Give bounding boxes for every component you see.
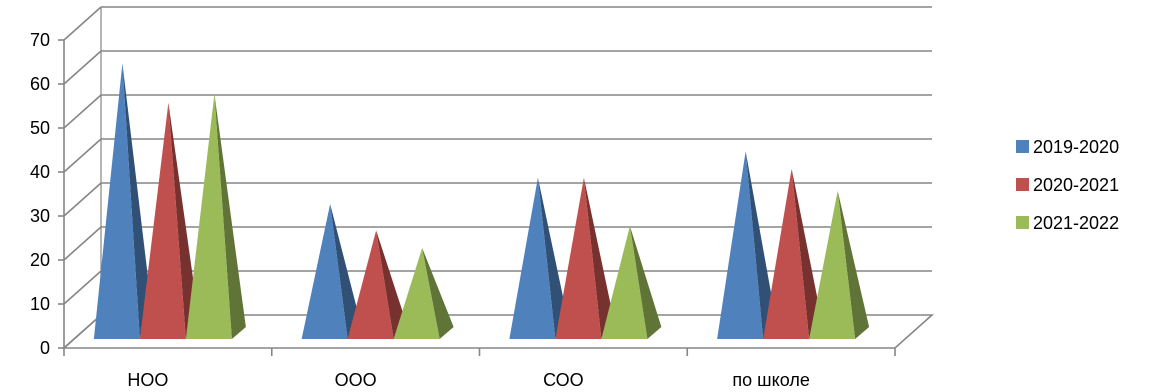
- gridline-side: [63, 94, 102, 129]
- pyramid-side-face: [791, 168, 824, 339]
- pyramid-mark: [347, 230, 408, 339]
- pyramid-front-face: [301, 204, 348, 339]
- gridline-side: [63, 138, 102, 173]
- gridline-side: [63, 314, 102, 349]
- x-category-label: СОО: [543, 370, 584, 390]
- gridline-side: [63, 226, 102, 261]
- pyramid-mark: [185, 94, 246, 339]
- pyramid-mark: [717, 151, 778, 339]
- pyramid-front-face: [763, 168, 810, 339]
- pyramid-side-face: [422, 248, 454, 339]
- pyramid-front-face: [555, 177, 602, 339]
- pyramid-side-face: [376, 230, 408, 339]
- gridline-side: [63, 182, 102, 217]
- pyramid-side-face: [168, 102, 200, 339]
- legend-label: 2020-2021: [1033, 175, 1119, 195]
- pyramid-front-face: [717, 151, 764, 339]
- y-tick-label: 30: [30, 206, 50, 226]
- pyramid-side-face: [214, 94, 246, 339]
- pyramid-front-face: [509, 177, 556, 339]
- x-category-label: по школе: [732, 370, 809, 390]
- x-axis-category-labels: НОО ООО СОО по школе: [127, 370, 809, 390]
- pyramid-mark: [301, 204, 362, 339]
- y-tick-label: 60: [30, 74, 50, 94]
- x-category-label: ООО: [335, 370, 377, 390]
- legend-label: 2019-2020: [1033, 137, 1119, 157]
- pyramid-mark: [393, 248, 454, 339]
- gridline-side: [63, 6, 102, 41]
- pyramid-mark: [139, 102, 200, 339]
- pyramid-side-face: [837, 190, 870, 339]
- pyramid-mark: [809, 190, 870, 339]
- pyramid-front-face: [139, 102, 186, 339]
- pyramid-front-face: [185, 94, 232, 339]
- pyramid-side-face: [583, 177, 616, 339]
- gridline-side: [63, 270, 102, 305]
- pyramid-front-face: [601, 226, 648, 339]
- pyramid-mark: [763, 168, 824, 339]
- pyramid-side-face: [537, 177, 570, 339]
- legend-label: 2021-2022: [1033, 213, 1119, 233]
- pyramid-marks: [93, 63, 870, 339]
- y-axis-tick-labels: 0 10 20 30 40 50 60 70: [30, 30, 50, 358]
- pyramid-mark: [93, 63, 154, 339]
- y-tick-label: 70: [30, 30, 50, 50]
- pyramid-front-face: [809, 190, 856, 339]
- legend-swatch: [1016, 140, 1029, 153]
- pyramid-side-face: [629, 226, 662, 339]
- pyramid-mark: [555, 177, 616, 339]
- pyramid-front-face: [393, 248, 440, 339]
- pyramid-front-face: [93, 63, 140, 339]
- x-category-label: НОО: [127, 370, 168, 390]
- y-tick-label: 0: [40, 338, 50, 358]
- pyramid-side-face: [330, 204, 362, 339]
- legend-swatch: [1016, 178, 1029, 191]
- gridline-side: [63, 50, 102, 85]
- y-tick-label: 20: [30, 250, 50, 270]
- pyramid-side-face: [122, 63, 154, 339]
- pyramid-mark: [601, 226, 662, 339]
- pyramid-mark: [509, 177, 570, 339]
- legend-swatch: [1016, 216, 1029, 229]
- y-tick-label: 40: [30, 162, 50, 182]
- y-tick-label: 50: [30, 118, 50, 138]
- legend: 2019-2020 2020-2021 2021-2022: [1016, 137, 1119, 233]
- pyramid-front-face: [347, 230, 394, 339]
- pyramid-side-face: [745, 151, 778, 339]
- y-tick-label: 10: [30, 294, 50, 314]
